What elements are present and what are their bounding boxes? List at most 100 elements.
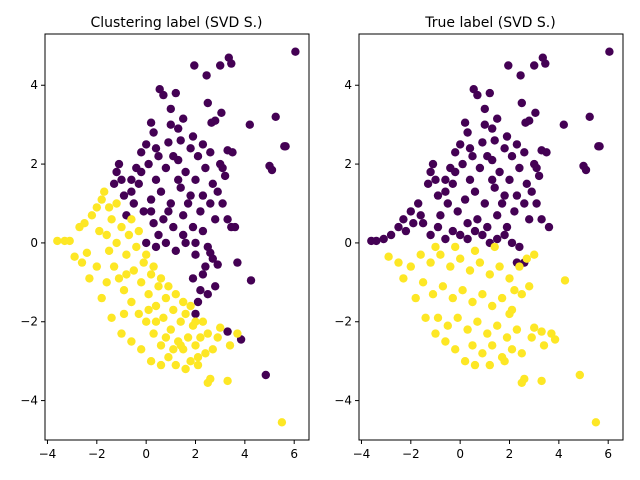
scatter-point: [522, 254, 531, 263]
right-scatter-panel: True label (SVD S.) −4 −2 0 2 4 6 −4 −2 0 2 4: [334, 15, 624, 461]
scatter-point: [267, 165, 277, 175]
scatter-point: [532, 199, 541, 208]
scatter-point: [100, 187, 109, 196]
scatter-point: [483, 329, 492, 338]
scatter-point: [154, 152, 163, 161]
scatter-point: [428, 290, 438, 299]
scatter-point: [139, 258, 148, 267]
scatter-point: [560, 276, 570, 285]
scatter-point: [216, 323, 225, 332]
scatter-point: [191, 238, 200, 248]
scatter-point: [483, 222, 492, 232]
scatter-point: [500, 230, 509, 240]
x-tick-label: −2: [88, 447, 106, 461]
scatter-point: [490, 136, 499, 145]
scatter-point: [223, 215, 232, 224]
scatter-point: [453, 313, 462, 322]
scatter-point: [102, 230, 111, 240]
scatter-point: [156, 341, 166, 350]
scatter-point: [142, 238, 151, 248]
scatter-point: [164, 138, 173, 147]
scatter-point: [485, 270, 494, 279]
scatter-point: [291, 47, 300, 56]
scatter-point: [463, 325, 472, 334]
scatter-point: [166, 325, 175, 334]
scatter-point: [146, 118, 156, 127]
scatter-point: [485, 360, 494, 370]
scatter-point: [515, 262, 524, 271]
scatter-point: [216, 61, 225, 70]
scatter-point: [137, 167, 146, 177]
scatter-point: [154, 282, 163, 291]
scatter-point: [132, 242, 141, 252]
scatter-point: [478, 138, 487, 147]
scatter-point: [515, 242, 524, 252]
scatter-point: [159, 215, 168, 224]
x-tick-label: 4: [241, 447, 249, 461]
scatter-point: [502, 222, 512, 232]
scatter-point: [122, 270, 131, 279]
scatter-point: [183, 199, 193, 208]
x-tick-label: −4: [353, 447, 371, 461]
scatter-point: [468, 341, 477, 350]
scatter-point: [127, 175, 136, 184]
scatter-point: [463, 219, 472, 228]
scatter-point: [70, 252, 79, 261]
scatter-point: [386, 230, 396, 240]
scatter-point: [542, 148, 551, 157]
scatter-point: [85, 274, 94, 283]
scatter-point: [544, 222, 554, 232]
scatter-point: [468, 297, 477, 307]
scatter-point: [186, 301, 195, 311]
scatter-point: [174, 124, 183, 133]
chart-title-true-label: True label (SVD S.): [424, 15, 555, 31]
y-tick-label: 4: [344, 78, 352, 92]
scatter-point: [112, 167, 121, 177]
scatter-point: [161, 163, 171, 173]
scatter-point: [500, 357, 509, 366]
y-tick-label: 0: [344, 236, 352, 250]
scatter-point: [473, 317, 482, 326]
scatter-point: [493, 321, 502, 330]
scatter-point: [124, 230, 134, 240]
scatter-point: [169, 222, 178, 232]
scatter-point: [169, 305, 178, 315]
scatter-point: [480, 199, 489, 208]
scatter-point: [146, 207, 156, 216]
scatter-point: [431, 175, 440, 184]
scatter-point: [159, 90, 168, 100]
scatter-point: [495, 262, 504, 271]
scatter-point: [164, 282, 173, 291]
scatter-point: [134, 226, 143, 236]
scatter-point: [465, 175, 475, 184]
scatter-point: [433, 222, 443, 232]
scatter-point: [156, 360, 166, 370]
scatter-point: [164, 207, 173, 216]
scatter-point: [512, 325, 522, 334]
scatter-point: [456, 230, 465, 240]
scatter-point: [443, 199, 452, 208]
scatter-point: [233, 329, 242, 338]
scatter-point: [196, 286, 205, 295]
scatter-point: [203, 329, 212, 338]
scatter-point: [134, 309, 143, 319]
scatter-point: [186, 357, 195, 366]
x-tick-label: 0: [456, 447, 464, 461]
scatter-point: [104, 203, 114, 212]
scatter-point: [186, 144, 195, 153]
scatter-point: [510, 286, 519, 295]
scatter-point: [119, 191, 129, 200]
scatter-point: [605, 47, 614, 56]
scatter-point: [517, 290, 526, 299]
scatter-point: [527, 187, 536, 196]
scatter-point: [483, 152, 492, 161]
y-tick-label: 0: [30, 236, 38, 250]
scatter-point: [473, 215, 482, 224]
scatter-point: [441, 234, 450, 244]
scatter-point: [149, 219, 158, 228]
scatter-point: [193, 152, 203, 161]
scatter-point: [142, 250, 151, 259]
scatter-point: [488, 124, 497, 133]
scatter-point: [512, 140, 522, 149]
scatter-point: [191, 341, 200, 350]
